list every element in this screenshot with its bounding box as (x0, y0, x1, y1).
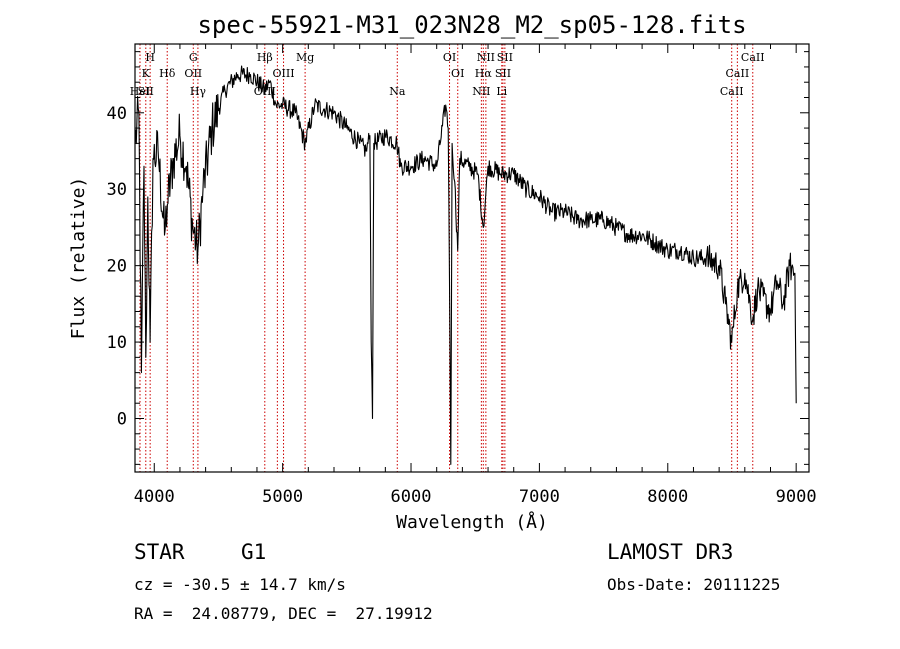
y-tick-label: 20 (107, 257, 127, 277)
x-tick-label: 5000 (262, 487, 303, 507)
line-marker-label: Na (389, 85, 406, 98)
line-marker-label: H (145, 51, 155, 64)
line-marker-label: NII (477, 51, 495, 64)
line-marker-label: OII (184, 67, 202, 80)
line-marker-label: CaII (741, 51, 765, 64)
y-axis-ticks: 0 10 20 30 40 (107, 51, 809, 465)
object-subclass: G1 (241, 540, 267, 564)
line-marker-label: OIII (273, 67, 295, 80)
line-marker-label: NII (472, 85, 490, 98)
line-marker-label: Hα (475, 67, 493, 80)
y-tick-label: 30 (107, 180, 127, 200)
line-marker-label: OI (451, 67, 464, 80)
line-marker-label: G (189, 51, 198, 64)
line-marker-label: SII (497, 51, 513, 64)
x-axis-ticks: 4000 5000 6000 7000 8000 9000 (134, 44, 817, 507)
line-marker-label: Li (496, 85, 507, 98)
x-tick-label: 9000 (776, 487, 817, 507)
redshift-velocity: cz = -30.5 ± 14.7 km/s (134, 575, 346, 594)
y-tick-label: 40 (107, 104, 127, 124)
survey-name: LAMOST DR3 (607, 540, 734, 564)
object-class: STAR (134, 540, 185, 564)
y-tick-label: 0 (117, 410, 127, 430)
x-tick-label: 4000 (134, 487, 175, 507)
line-marker-label: CaII (726, 67, 750, 80)
line-marker-label: Mg (296, 51, 314, 64)
y-axis-label: Flux (relative) (68, 177, 89, 340)
plot-frame (134, 43, 810, 473)
x-tick-label: 7000 (519, 487, 560, 507)
x-tick-label: 6000 (391, 487, 432, 507)
line-marker-label: Hβ (257, 51, 273, 64)
spectrum-line (134, 65, 797, 465)
x-axis-label: Wavelength (Å) (396, 511, 548, 533)
line-marker-label: OI (443, 51, 456, 64)
line-marker-label: SII (138, 85, 154, 98)
x-tick-label: 8000 (647, 487, 688, 507)
line-markers (139, 44, 754, 472)
line-marker-label: SII (495, 67, 511, 80)
line-marker-label: Hδ (159, 67, 176, 80)
coordinates: RA = 24.08779, DEC = 27.19912 (134, 604, 433, 623)
y-tick-label: 10 (107, 333, 127, 353)
line-marker-label: Hγ (190, 85, 207, 98)
line-marker-label: CaII (720, 85, 744, 98)
line-marker-label: K (142, 67, 151, 80)
chart-title: spec-55921-M31_023N28_M2_sp05-128.fits (197, 11, 746, 39)
observation-date: Obs-Date: 20111225 (607, 575, 781, 594)
